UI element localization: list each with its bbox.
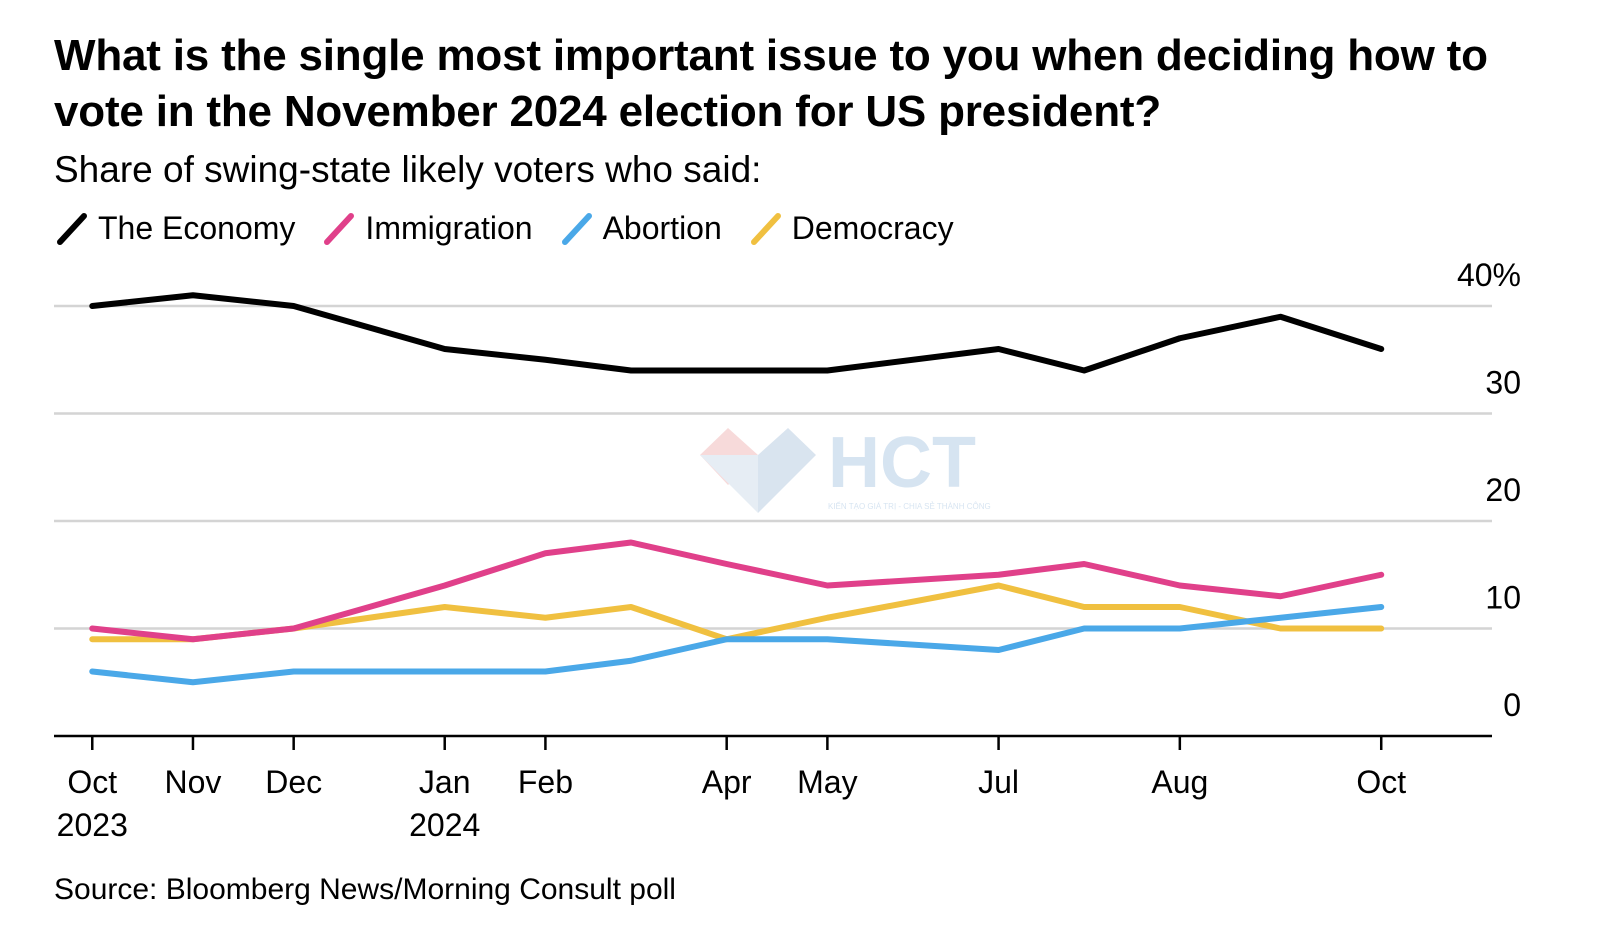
legend-item: Democracy <box>748 208 954 248</box>
y-tick-label-20: 20 <box>1485 472 1521 508</box>
watermark-logo-text: HCT <box>828 425 976 503</box>
watermark-diamond-right-icon <box>758 428 816 513</box>
legend-swatch-icon <box>561 213 592 245</box>
x-tick-label: Oct <box>67 764 117 800</box>
legend-item: Immigration <box>321 208 533 248</box>
x-tick-label: Aug <box>1151 764 1208 800</box>
watermark-diamond-left-icon <box>700 428 758 485</box>
watermark-diamond-bottom-icon <box>700 455 758 513</box>
x-tick-label: Jul <box>978 764 1019 800</box>
y-tick-label-0: 0 <box>1503 687 1521 723</box>
legend-label: Democracy <box>791 210 954 246</box>
watermark-logo: HCT KIẾN TẠO GIÁ TRỊ - CHIA SẺ THÀNH CÔN… <box>700 423 1000 525</box>
chart-subtitle: Share of swing-state likely voters who s… <box>54 149 762 190</box>
x-tick-label: Apr <box>702 764 752 800</box>
x-tick-label: Jan <box>419 764 471 800</box>
x-tick-label: Oct <box>1356 764 1406 800</box>
x-tick-sublabel: 2024 <box>409 807 480 843</box>
legend-swatch-icon <box>750 213 781 245</box>
watermark-tagline: KIẾN TẠO GIÁ TRỊ - CHIA SẺ THÀNH CÔNG <box>828 501 991 511</box>
x-tick-label: Nov <box>165 764 222 800</box>
series-line-abortion <box>89 604 1385 686</box>
x-tick-label: Dec <box>265 764 322 800</box>
x-tick-label: Feb <box>518 764 573 800</box>
legend-label: The Economy <box>98 210 296 246</box>
legend-label: Abortion <box>602 210 722 246</box>
chart-title: What is the single most important issue … <box>54 31 1488 136</box>
legend-item: Abortion <box>559 208 722 248</box>
chart-legend: The Economy Immigration Abortion Democracy <box>54 208 980 248</box>
y-tick-label-40: 40% <box>1457 257 1521 293</box>
legend-swatch-icon <box>57 213 87 245</box>
y-tick-label-30: 30 <box>1485 365 1521 401</box>
legend-label: Immigration <box>365 210 533 246</box>
legend-item: The Economy <box>54 208 295 248</box>
y-tick-label-10: 10 <box>1485 580 1521 616</box>
x-tick-sublabel: 2023 <box>57 807 128 843</box>
chart-source: Source: Bloomberg News/Morning Consult p… <box>54 873 676 906</box>
legend-swatch-icon <box>324 213 355 245</box>
x-tick-label: May <box>797 764 857 800</box>
